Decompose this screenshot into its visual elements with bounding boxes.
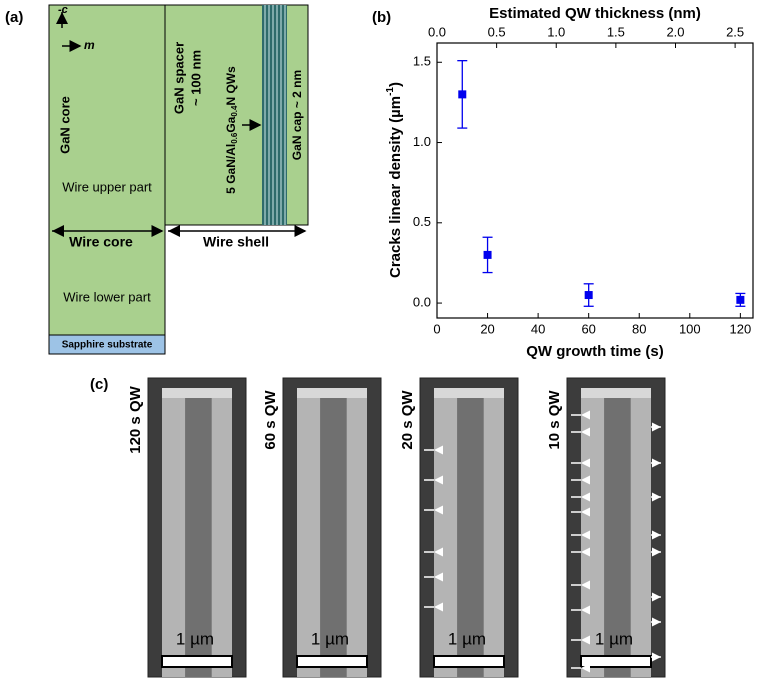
x-axis-title: QW growth time (s) [526, 343, 664, 360]
plot-frame [436, 42, 754, 319]
cap-label: GaN cap ~ 2 nm [290, 70, 304, 160]
scale-bar [580, 655, 652, 668]
y-tick-label: 1.5 [413, 54, 431, 69]
scale-label: 1 µm [311, 629, 349, 648]
point [736, 295, 745, 304]
qw-text: Ga [224, 116, 238, 132]
qw-text: N QWs [224, 66, 238, 106]
x-tick-label: 0 [433, 321, 440, 336]
x-tick-label: 40 [531, 321, 545, 336]
sample-label: 120 s QW [127, 385, 144, 453]
x2-tick-label: 0.0 [428, 24, 446, 39]
axis-label: -c [58, 4, 68, 16]
y-tick-label: 0.5 [413, 214, 431, 229]
spacer-thickness: ~ 100 nm [188, 50, 203, 106]
wire-top [297, 388, 367, 398]
qw-stack [262, 5, 287, 225]
sample-label: 60 s QW [262, 390, 279, 450]
point [483, 250, 492, 259]
sample-label: 10 s QW [546, 390, 563, 450]
x-tick-label: 120 [730, 321, 752, 336]
region-label: Wire lower part [63, 289, 151, 304]
x-tick-label: 100 [679, 321, 701, 336]
wire-top [434, 388, 504, 398]
qw-text: 5 GaN/Al [224, 144, 238, 194]
qw-label: 5 GaN/Al0.6Ga0.4N QWs [224, 66, 239, 194]
x-tick-label: 80 [632, 321, 646, 336]
qw-sub: 0.6 [230, 132, 239, 144]
panel-label: (c) [90, 376, 108, 393]
point [584, 291, 593, 300]
y-title-text: Cracks linear density (µm [387, 96, 404, 278]
x2-tick-label: 1.5 [607, 24, 625, 39]
wire-core [604, 392, 631, 677]
panel-a: (a) -c m GaN core Wire upper part Wire l… [5, 4, 309, 355]
sample-label: 20 s QW [399, 390, 416, 450]
y-title-sup: -1 [385, 87, 396, 96]
sem-image: 20 s QW 1 µm [399, 377, 519, 678]
qw-sub: 0.4 [230, 105, 239, 117]
scale-label: 1 µm [176, 629, 214, 648]
substrate-box [48, 334, 166, 355]
x-tick-label: 60 [581, 321, 595, 336]
x2-tick-label: 2.5 [726, 24, 744, 39]
scale-label: 1 µm [595, 629, 633, 648]
core-box [48, 4, 166, 336]
panel-b: (b) Estimated QW thickness (nm) QW growt… [372, 5, 754, 360]
wire-top [581, 388, 651, 398]
sem-image: 60 s QW 1 µm [262, 377, 382, 678]
y-tick-label: 0.0 [413, 295, 431, 310]
sem-image: 120 s QW 1 µm [127, 377, 247, 678]
y-tick-label: 1.0 [413, 134, 431, 149]
scale-label: 1 µm [448, 629, 486, 648]
x2-tick-label: 0.5 [488, 24, 506, 39]
wire-top [162, 388, 232, 398]
spacer-label: GaN spacer [171, 42, 186, 114]
y-axis-title: Cracks linear density (µm-1) [385, 82, 404, 278]
wire-core [457, 392, 484, 677]
qw-lines [264, 5, 286, 225]
x2-tick-label: 1.0 [547, 24, 565, 39]
core-label: GaN core [57, 96, 72, 154]
panel-label: (a) [5, 9, 23, 26]
scale-bar [296, 655, 368, 668]
wire-shell-label: Wire shell [203, 234, 269, 250]
point [458, 90, 467, 99]
x-tick-label: 20 [480, 321, 494, 336]
region-label: Wire upper part [62, 179, 152, 194]
wire-core [185, 392, 212, 677]
substrate-label: Sapphire substrate [62, 340, 153, 351]
sem-image: 10 s QW 1 µm [546, 377, 666, 678]
wire-core [320, 392, 347, 677]
axis-label: m [84, 38, 95, 52]
panel-label: (b) [372, 9, 391, 26]
x2-axis-title: Estimated QW thickness (nm) [489, 5, 701, 22]
x2-tick-label: 2.0 [666, 24, 684, 39]
scale-bar [433, 655, 505, 668]
y-title-text: ) [387, 82, 404, 87]
scale-bar [161, 655, 233, 668]
wire-core-label: Wire core [69, 234, 133, 250]
